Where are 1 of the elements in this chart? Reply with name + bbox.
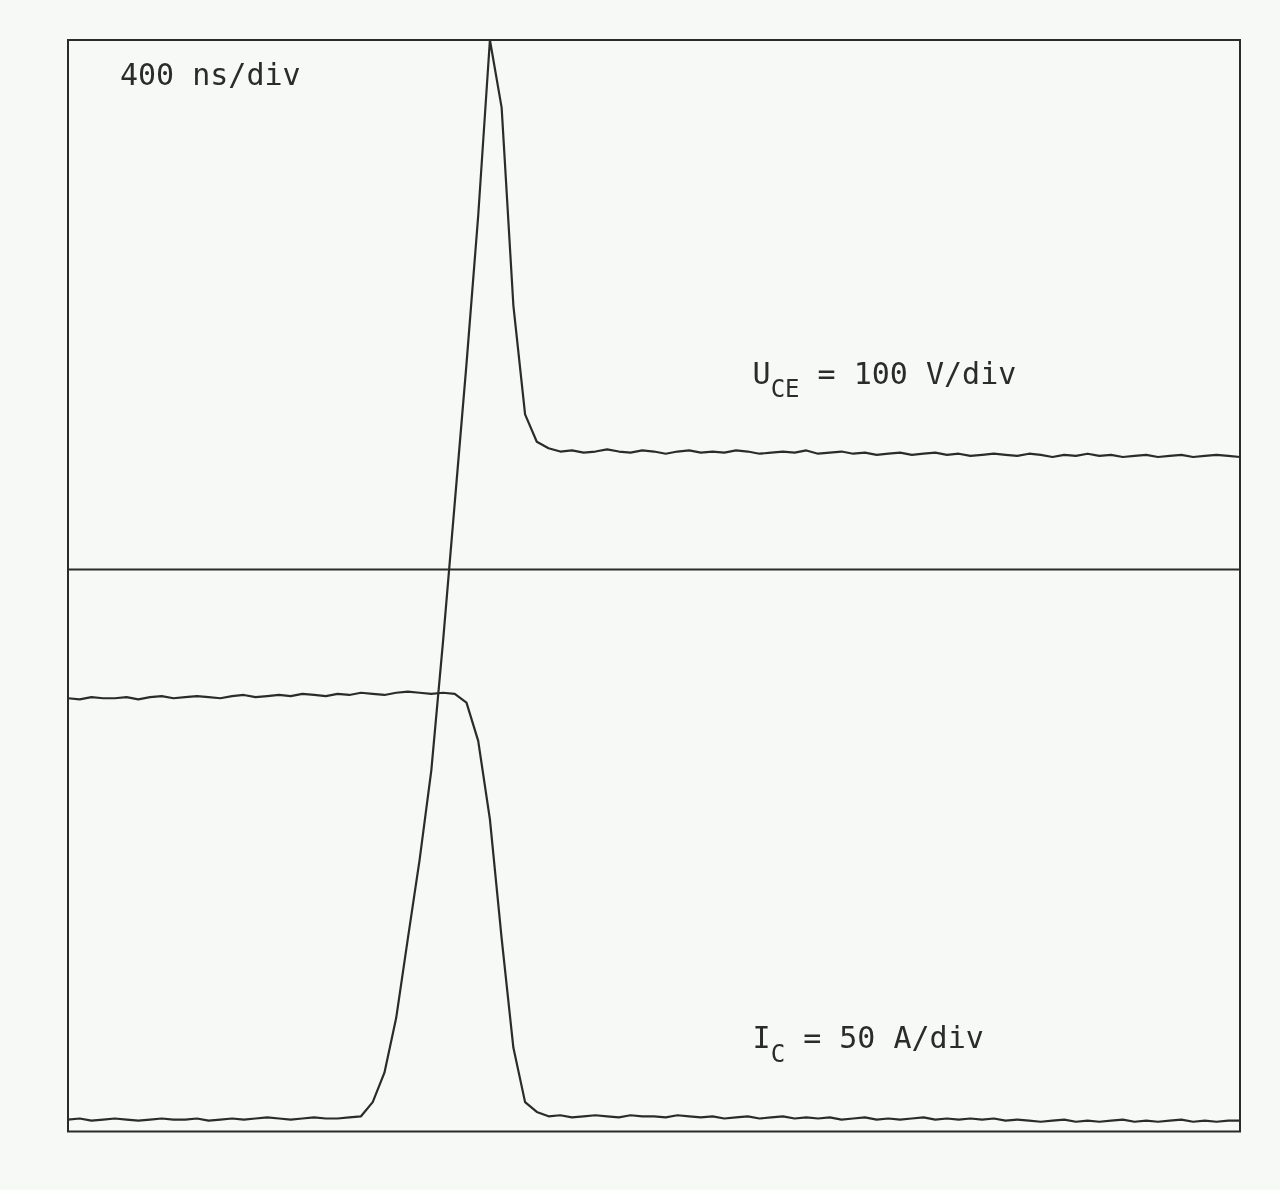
annotation: 400 ns/div: [120, 57, 301, 92]
